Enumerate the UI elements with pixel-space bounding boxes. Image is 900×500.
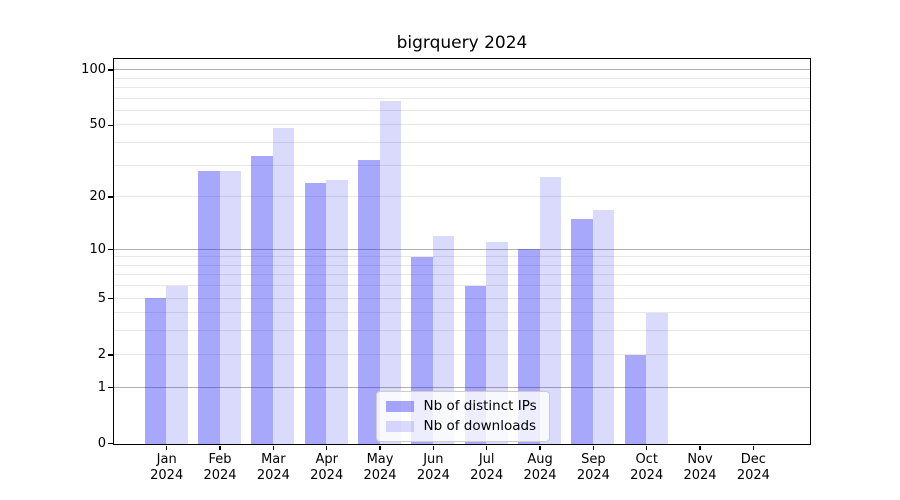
x-tick-label-jan: Jan 2024	[150, 452, 184, 483]
x-tick-mark	[272, 445, 275, 450]
bar-ips-may	[358, 160, 380, 444]
gridline-minor	[113, 196, 810, 198]
gridline-minor	[113, 124, 810, 126]
x-tick-mark	[325, 445, 328, 450]
x-tick-mark	[592, 445, 595, 450]
x-tick-label-aug: Aug 2024	[523, 452, 557, 483]
y-tick-mark	[107, 248, 113, 251]
gridline-minor	[113, 353, 810, 355]
x-tick-label-oct: Oct 2024	[630, 452, 664, 483]
bar-downloads-mar	[272, 128, 295, 444]
bar-downloads-oct	[646, 313, 668, 444]
y-tick-mark	[107, 196, 113, 198]
gridline-minor	[113, 312, 810, 314]
bar-downloads-aug	[539, 176, 561, 444]
gridline-minor	[113, 86, 810, 88]
legend-label-ips: Nb of distinct IPs	[423, 397, 537, 414]
x-tick-mark	[432, 445, 435, 450]
legend: Nb of distinct IPs Nb of downloads	[375, 390, 550, 442]
y-tick-mark	[107, 124, 113, 127]
y-tick-mark	[107, 442, 113, 445]
gridline-minor	[113, 77, 810, 79]
y-tick-label-20: 20	[89, 189, 106, 205]
x-tick-mark	[485, 445, 488, 450]
x-tick-label-apr: Apr 2024	[310, 452, 344, 483]
bar-downloads-apr	[326, 179, 348, 444]
legend-item-downloads: Nb of downloads	[385, 417, 537, 434]
gridline-minor	[113, 297, 810, 299]
plot-area: Nb of distinct IPs Nb of downloads	[112, 57, 811, 445]
bar-downloads-feb	[219, 170, 241, 444]
x-tick-mark	[539, 445, 541, 450]
gridline-minor	[113, 109, 810, 111]
bar-downloads-may	[379, 100, 401, 444]
gridline-minor	[113, 256, 810, 258]
y-tick-mark	[107, 386, 113, 389]
gridline-minor	[113, 142, 810, 144]
y-tick-mark	[107, 69, 113, 71]
gridline-minor	[113, 330, 810, 332]
x-tick-label-jul: Jul 2024	[470, 452, 504, 483]
gridline-minor	[113, 264, 810, 266]
bar-ips-sep	[571, 219, 593, 444]
bar-downloads-sep	[592, 209, 615, 444]
legend-swatch-downloads	[385, 420, 414, 432]
x-tick-label-sep: Sep 2024	[576, 452, 610, 483]
legend-swatch-ips	[385, 400, 414, 412]
bar-ips-apr	[304, 182, 327, 444]
y-tick-mark	[107, 354, 113, 356]
bar-ips-mar	[251, 155, 273, 444]
x-tick-label-feb: Feb 2024	[203, 452, 237, 483]
x-tick-mark	[219, 445, 221, 450]
gridline-major	[113, 69, 810, 71]
gridline-major	[113, 386, 810, 388]
y-tick-label-0: 0	[97, 435, 106, 451]
bar-ips-feb	[198, 170, 220, 444]
gridline-major	[113, 248, 810, 250]
bar-ips-jan	[144, 298, 167, 444]
legend-label-downloads: Nb of downloads	[423, 417, 537, 434]
gridline-minor	[113, 274, 810, 276]
x-tick-label-may: May 2024	[363, 452, 397, 483]
bar-ips-oct	[624, 354, 647, 444]
y-tick-label-50: 50	[89, 117, 106, 133]
x-tick-mark	[645, 445, 648, 450]
x-tick-label-mar: Mar 2024	[256, 452, 290, 483]
x-tick-label-nov: Nov 2024	[683, 452, 717, 483]
y-tick-label-5: 5	[97, 290, 106, 306]
y-tick-label-10: 10	[89, 241, 106, 257]
x-tick-mark	[165, 445, 168, 450]
gridline-minor	[113, 164, 810, 166]
x-tick-mark	[379, 445, 381, 450]
legend-item-ips: Nb of distinct IPs	[385, 397, 537, 414]
x-tick-mark	[752, 445, 755, 450]
y-tick-mark	[107, 297, 113, 300]
gridline-minor	[113, 285, 810, 287]
y-tick-label-100: 100	[81, 62, 106, 78]
y-tick-label-1: 1	[97, 379, 106, 395]
bar-downloads-jan	[166, 285, 188, 444]
x-tick-label-jun: Jun 2024	[416, 452, 450, 483]
y-tick-label-2: 2	[97, 346, 106, 362]
chart-title: bigrquery 2024	[396, 33, 528, 53]
gridline-minor	[113, 97, 810, 99]
x-tick-mark	[699, 445, 701, 450]
x-tick-label-dec: Dec 2024	[736, 452, 770, 483]
